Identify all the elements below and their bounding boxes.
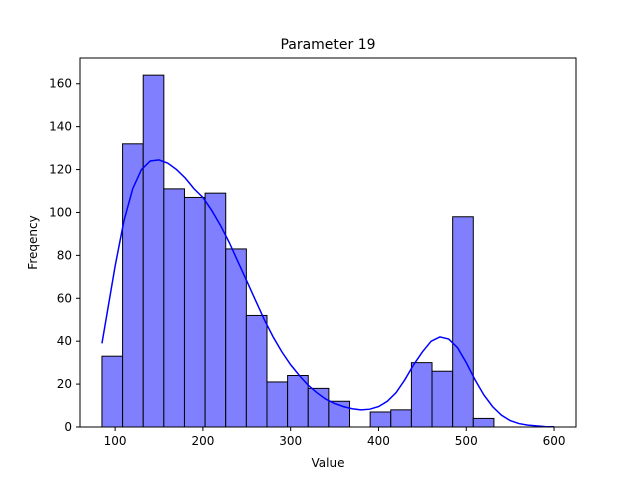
histogram-bar (266, 381, 289, 428)
x-tick-label: 500 (455, 434, 478, 448)
histogram-bar (452, 216, 474, 428)
histogram-bar (225, 248, 247, 428)
histogram-bar (472, 417, 495, 428)
y-tick-label: 60 (57, 291, 72, 305)
histogram-bar (101, 355, 124, 428)
histogram-bar (390, 409, 412, 428)
histogram-bar (122, 143, 144, 428)
histogram-bar (431, 370, 454, 428)
y-tick-label: 120 (49, 163, 72, 177)
chart-title: Parameter 19 (280, 37, 375, 53)
histogram-bar (183, 196, 206, 428)
x-tick-label: 400 (367, 434, 390, 448)
x-tick-label: 100 (104, 434, 127, 448)
y-tick-label: 140 (49, 120, 72, 134)
histogram-bar (410, 362, 433, 428)
histogram-bar (287, 375, 309, 428)
histogram-bar (245, 314, 268, 428)
y-axis-ticks: 0 20 40 60 80 100 120 140 160 (49, 77, 80, 434)
x-tick-label: 200 (191, 434, 214, 448)
y-tick-label: 20 (57, 377, 72, 391)
y-tick-label: 80 (57, 248, 72, 262)
y-tick-label: 100 (49, 205, 72, 219)
y-tick-label: 40 (57, 334, 72, 348)
y-axis-label: Freqency (26, 215, 40, 269)
histogram-bar (369, 411, 392, 428)
histogram-bars (101, 74, 495, 428)
x-axis-label: Value (312, 456, 345, 470)
y-tick-label: 0 (64, 420, 72, 434)
y-tick-label: 160 (49, 77, 72, 91)
x-tick-label: 300 (279, 434, 302, 448)
x-axis-ticks: 100 200 300 400 500 600 (104, 427, 566, 448)
x-tick-label: 600 (543, 434, 566, 448)
kde-curve (101, 159, 555, 428)
histogram-bar (142, 74, 165, 428)
histogram-bar (163, 188, 185, 428)
plot-frame (79, 57, 577, 428)
